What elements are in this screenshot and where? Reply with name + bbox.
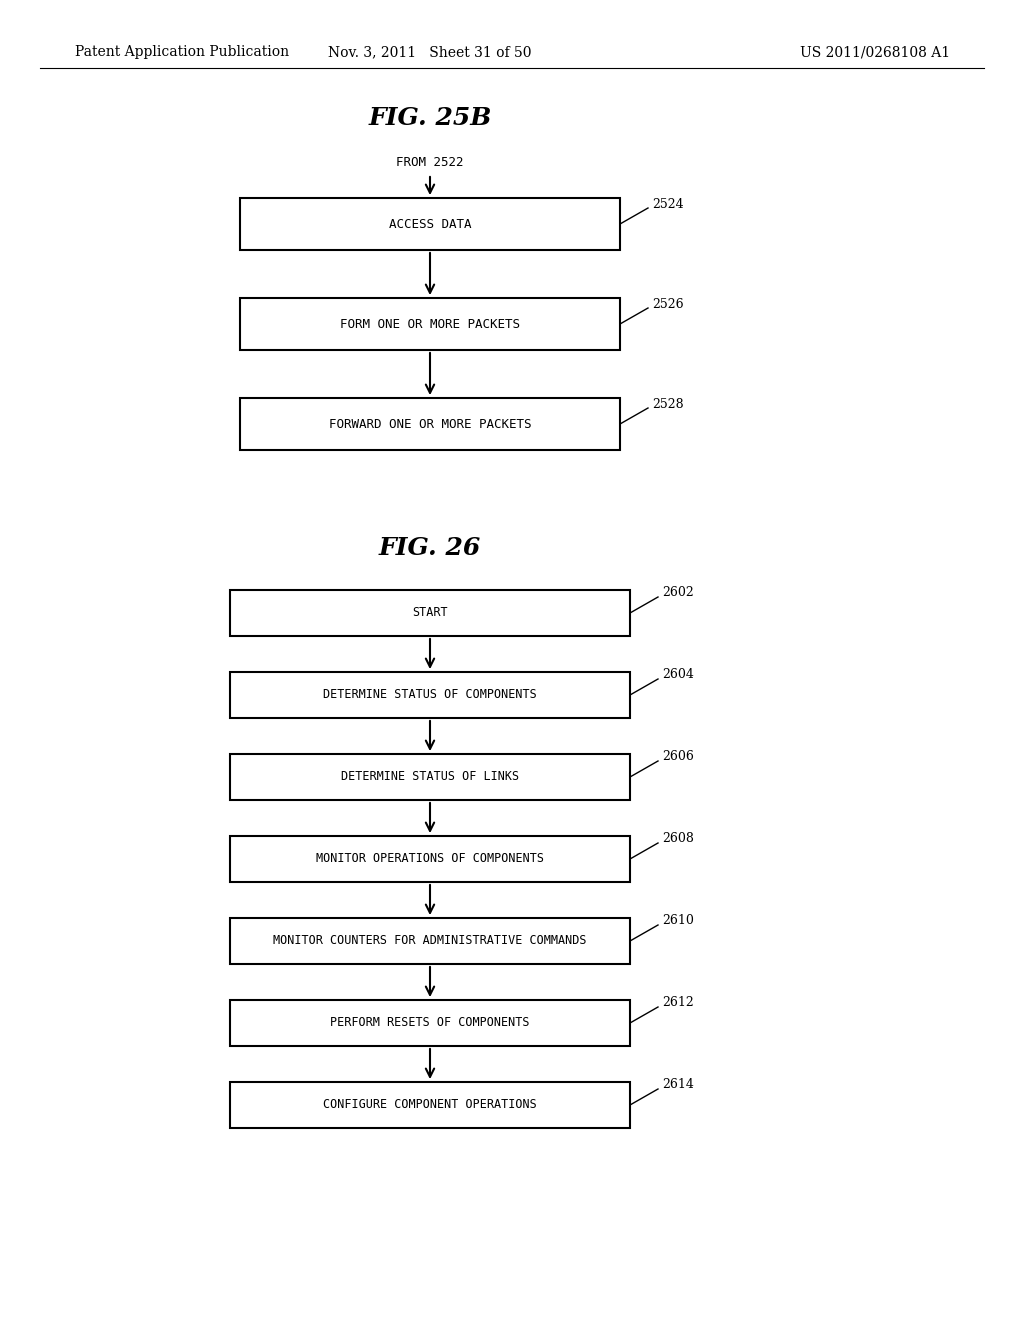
Text: CONFIGURE COMPONENT OPERATIONS: CONFIGURE COMPONENT OPERATIONS xyxy=(324,1098,537,1111)
Text: 2606: 2606 xyxy=(662,751,694,763)
Text: FROM 2522: FROM 2522 xyxy=(396,156,464,169)
Text: 2604: 2604 xyxy=(662,668,694,681)
Text: 2524: 2524 xyxy=(652,198,684,210)
Bar xyxy=(230,1082,630,1129)
Bar xyxy=(230,672,630,718)
Text: MONITOR OPERATIONS OF COMPONENTS: MONITOR OPERATIONS OF COMPONENTS xyxy=(316,853,544,866)
Text: 2610: 2610 xyxy=(662,915,694,928)
Text: 2614: 2614 xyxy=(662,1078,694,1092)
Bar xyxy=(230,836,630,882)
Text: DETERMINE STATUS OF COMPONENTS: DETERMINE STATUS OF COMPONENTS xyxy=(324,689,537,701)
Bar xyxy=(230,590,630,636)
Text: MONITOR COUNTERS FOR ADMINISTRATIVE COMMANDS: MONITOR COUNTERS FOR ADMINISTRATIVE COMM… xyxy=(273,935,587,948)
Text: Nov. 3, 2011   Sheet 31 of 50: Nov. 3, 2011 Sheet 31 of 50 xyxy=(329,45,531,59)
Text: PERFORM RESETS OF COMPONENTS: PERFORM RESETS OF COMPONENTS xyxy=(331,1016,529,1030)
Text: 2602: 2602 xyxy=(662,586,693,599)
Text: START: START xyxy=(413,606,447,619)
Text: ACCESS DATA: ACCESS DATA xyxy=(389,218,471,231)
Text: FORM ONE OR MORE PACKETS: FORM ONE OR MORE PACKETS xyxy=(340,318,520,330)
Text: 2608: 2608 xyxy=(662,833,694,846)
Bar xyxy=(240,198,620,249)
Text: FORWARD ONE OR MORE PACKETS: FORWARD ONE OR MORE PACKETS xyxy=(329,417,531,430)
Text: DETERMINE STATUS OF LINKS: DETERMINE STATUS OF LINKS xyxy=(341,771,519,784)
Bar xyxy=(240,298,620,350)
Text: FIG. 25B: FIG. 25B xyxy=(369,106,492,129)
Bar xyxy=(230,1001,630,1045)
Text: 2526: 2526 xyxy=(652,297,684,310)
Text: US 2011/0268108 A1: US 2011/0268108 A1 xyxy=(800,45,950,59)
Bar xyxy=(230,917,630,964)
Bar xyxy=(230,754,630,800)
Text: Patent Application Publication: Patent Application Publication xyxy=(75,45,289,59)
Bar xyxy=(240,399,620,450)
Text: FIG. 26: FIG. 26 xyxy=(379,536,481,560)
Text: 2528: 2528 xyxy=(652,397,684,411)
Text: 2612: 2612 xyxy=(662,997,693,1010)
